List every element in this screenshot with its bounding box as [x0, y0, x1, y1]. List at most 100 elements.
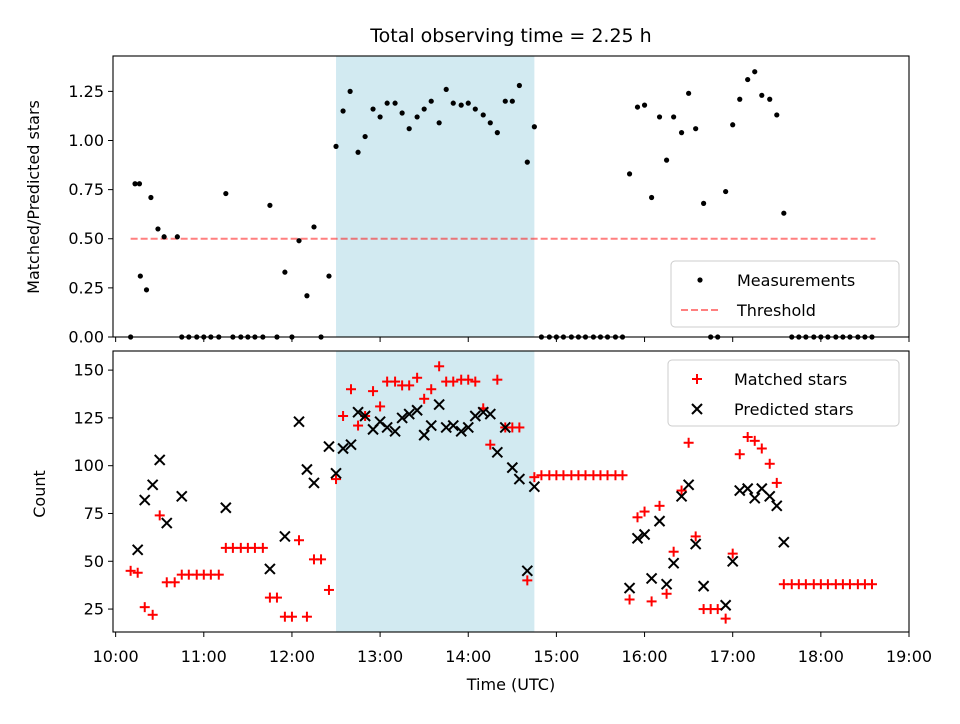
- data-point: [411, 404, 423, 416]
- data-point: [641, 102, 648, 108]
- data-point: [377, 114, 383, 120]
- data-point: [155, 226, 161, 232]
- x-stroke-b: [653, 515, 666, 527]
- data-point: [390, 376, 401, 387]
- legend-entry: Threshold: [736, 301, 816, 320]
- x-stroke-b: [220, 502, 232, 514]
- data-point: [668, 546, 679, 557]
- x-stroke-b: [506, 461, 519, 474]
- data-point: [301, 611, 312, 622]
- data-point: [220, 502, 232, 514]
- data-point: [296, 238, 302, 244]
- x-stroke-b: [425, 419, 437, 432]
- data-point: [764, 458, 775, 469]
- data-point: [137, 273, 143, 279]
- data-point: [418, 429, 430, 441]
- legend-marker: [697, 277, 703, 283]
- top-y-axis-label: Matched/Predicted stars: [24, 100, 43, 294]
- data-point: [737, 96, 743, 102]
- data-point: [470, 376, 481, 387]
- data-point: [450, 100, 456, 106]
- data-point: [661, 588, 672, 599]
- data-point: [428, 98, 434, 104]
- data-point: [682, 479, 695, 491]
- legend-marker: [691, 403, 703, 415]
- x-stroke-b: [734, 484, 746, 497]
- x-tick-label: 19:00: [886, 647, 932, 666]
- data-point: [293, 416, 305, 428]
- data-point: [404, 380, 415, 391]
- data-point: [631, 532, 644, 545]
- data-point: [337, 442, 349, 455]
- data-point: [639, 506, 650, 517]
- bottom-panel: 25 50 75 100 125 150 10:00 11:00 12:00 13:00 14:00…: [73, 350, 932, 666]
- legend-entry: Predicted stars: [734, 400, 854, 419]
- x-stroke-b: [675, 490, 688, 502]
- data-point: [528, 481, 541, 493]
- data-point: [458, 102, 464, 108]
- data-point: [632, 512, 643, 523]
- y-tick-label: 1.00: [68, 131, 104, 150]
- data-point: [663, 157, 670, 163]
- data-point: [701, 200, 707, 206]
- x-stroke-b: [301, 463, 313, 476]
- data-point: [161, 234, 167, 240]
- bottom-legend: Matched stars Predicted stars: [667, 359, 900, 427]
- data-point: [638, 528, 651, 541]
- data-point: [282, 269, 288, 275]
- data-point: [403, 408, 415, 420]
- x-stroke-b: [521, 565, 534, 577]
- data-point: [465, 100, 471, 106]
- y-tick-label: 0.75: [68, 180, 104, 199]
- data-point: [767, 96, 773, 102]
- x-stroke-b: [403, 408, 415, 420]
- data-point: [778, 536, 790, 548]
- x-stroke-b: [631, 532, 644, 545]
- data-point: [352, 406, 364, 418]
- data-point: [645, 572, 658, 585]
- x-stroke-b: [484, 408, 496, 420]
- legend-entry: Matched stars: [734, 370, 847, 389]
- data-point: [723, 188, 729, 195]
- data-point: [734, 449, 745, 460]
- data-point: [355, 149, 361, 155]
- x-stroke-b: [146, 479, 159, 491]
- x-tick-label: 12:00: [269, 647, 315, 666]
- data-point: [485, 439, 496, 450]
- data-point: [514, 422, 525, 433]
- data-point: [326, 273, 332, 279]
- x-stroke-b: [462, 421, 474, 434]
- x-stroke-b: [418, 429, 430, 441]
- x-stroke-b: [330, 467, 342, 480]
- x-stroke-b: [359, 410, 371, 422]
- data-point: [646, 596, 657, 607]
- data-point: [359, 410, 371, 422]
- x-stroke-b: [741, 482, 754, 495]
- data-point: [338, 410, 349, 421]
- data-point: [136, 181, 143, 187]
- data-point: [436, 120, 442, 126]
- x-stroke-b: [749, 492, 761, 504]
- data-point: [433, 398, 445, 411]
- x-stroke-b: [682, 479, 695, 491]
- data-point: [764, 490, 776, 502]
- x-stroke-b: [528, 481, 541, 493]
- data-point: [304, 293, 310, 299]
- x-stroke-b: [697, 580, 710, 592]
- data-point: [331, 474, 342, 485]
- x-stroke-b: [667, 557, 680, 569]
- data-point: [368, 386, 379, 397]
- highlight-span: [336, 351, 535, 632]
- data-point: [174, 234, 180, 240]
- x-stroke-b: [337, 442, 349, 455]
- data-point: [257, 542, 268, 553]
- x-stroke-b: [411, 404, 423, 416]
- data-point: [434, 361, 445, 372]
- data-point: [477, 406, 489, 418]
- x-stroke-b: [264, 563, 276, 575]
- x-stroke-b: [491, 446, 504, 459]
- chart-title: Total observing time = 2.25 h: [369, 25, 651, 47]
- data-point: [169, 577, 180, 588]
- data-point: [132, 567, 143, 578]
